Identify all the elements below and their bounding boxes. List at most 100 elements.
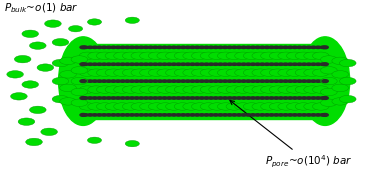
Circle shape: [243, 69, 260, 76]
Circle shape: [134, 97, 139, 99]
Circle shape: [83, 97, 88, 99]
Circle shape: [148, 103, 165, 110]
Circle shape: [295, 52, 312, 59]
Circle shape: [232, 80, 237, 82]
Circle shape: [226, 69, 243, 76]
Circle shape: [278, 63, 284, 65]
Circle shape: [22, 30, 39, 38]
Circle shape: [174, 86, 191, 93]
Circle shape: [166, 69, 182, 76]
Circle shape: [227, 97, 232, 99]
Circle shape: [131, 103, 148, 110]
Circle shape: [106, 97, 112, 99]
Circle shape: [148, 52, 165, 59]
Circle shape: [235, 103, 251, 110]
Circle shape: [322, 97, 328, 99]
Circle shape: [321, 77, 337, 85]
Circle shape: [246, 97, 251, 99]
Circle shape: [115, 97, 121, 99]
Circle shape: [292, 97, 297, 99]
Circle shape: [71, 99, 88, 106]
Circle shape: [157, 97, 163, 99]
Circle shape: [292, 46, 297, 49]
Circle shape: [92, 63, 98, 65]
Circle shape: [287, 52, 303, 59]
Circle shape: [306, 63, 311, 65]
Circle shape: [218, 80, 223, 82]
Circle shape: [208, 63, 214, 65]
Circle shape: [232, 97, 237, 99]
Circle shape: [167, 97, 172, 99]
Circle shape: [278, 80, 284, 82]
Circle shape: [45, 20, 61, 27]
Circle shape: [217, 103, 234, 110]
Circle shape: [332, 71, 349, 78]
Circle shape: [217, 86, 234, 93]
Circle shape: [80, 97, 86, 99]
Circle shape: [250, 97, 256, 99]
Circle shape: [302, 46, 307, 49]
Circle shape: [320, 97, 325, 99]
Circle shape: [297, 63, 302, 65]
Circle shape: [174, 69, 191, 76]
Circle shape: [213, 80, 218, 82]
Circle shape: [105, 52, 122, 59]
Circle shape: [122, 52, 139, 59]
Circle shape: [111, 63, 116, 65]
Circle shape: [320, 46, 325, 49]
Circle shape: [87, 97, 93, 99]
Circle shape: [243, 86, 260, 93]
Circle shape: [283, 46, 288, 49]
Circle shape: [174, 52, 191, 59]
Circle shape: [190, 46, 195, 49]
Circle shape: [105, 69, 122, 76]
Circle shape: [111, 97, 116, 99]
Circle shape: [18, 118, 35, 125]
Circle shape: [183, 69, 200, 76]
Circle shape: [115, 63, 121, 65]
Circle shape: [222, 114, 228, 116]
Circle shape: [311, 80, 316, 82]
Circle shape: [190, 80, 195, 82]
Circle shape: [292, 114, 297, 116]
Circle shape: [316, 80, 321, 82]
Circle shape: [278, 46, 284, 49]
Circle shape: [129, 63, 135, 65]
Circle shape: [226, 86, 243, 93]
Circle shape: [313, 103, 329, 110]
Circle shape: [148, 80, 153, 82]
Circle shape: [260, 46, 265, 49]
Circle shape: [71, 77, 88, 85]
Circle shape: [134, 80, 139, 82]
Circle shape: [278, 97, 284, 99]
Circle shape: [313, 69, 329, 76]
Circle shape: [87, 19, 102, 25]
Circle shape: [246, 46, 251, 49]
Circle shape: [304, 69, 321, 76]
Circle shape: [134, 114, 139, 116]
Circle shape: [278, 114, 284, 116]
Circle shape: [218, 46, 223, 49]
Circle shape: [185, 114, 191, 116]
Circle shape: [199, 63, 204, 65]
Circle shape: [264, 80, 270, 82]
Circle shape: [236, 80, 242, 82]
Circle shape: [171, 46, 177, 49]
Circle shape: [269, 52, 286, 59]
Circle shape: [304, 86, 321, 93]
Circle shape: [252, 86, 269, 93]
Circle shape: [302, 63, 307, 65]
Circle shape: [241, 46, 246, 49]
Circle shape: [97, 97, 102, 99]
Circle shape: [162, 46, 167, 49]
Circle shape: [297, 80, 302, 82]
Circle shape: [208, 114, 214, 116]
Circle shape: [250, 63, 256, 65]
Circle shape: [278, 103, 294, 110]
Circle shape: [250, 46, 256, 49]
Circle shape: [97, 80, 102, 82]
Circle shape: [306, 97, 311, 99]
Circle shape: [288, 63, 293, 65]
Circle shape: [306, 80, 311, 82]
Circle shape: [80, 114, 86, 116]
